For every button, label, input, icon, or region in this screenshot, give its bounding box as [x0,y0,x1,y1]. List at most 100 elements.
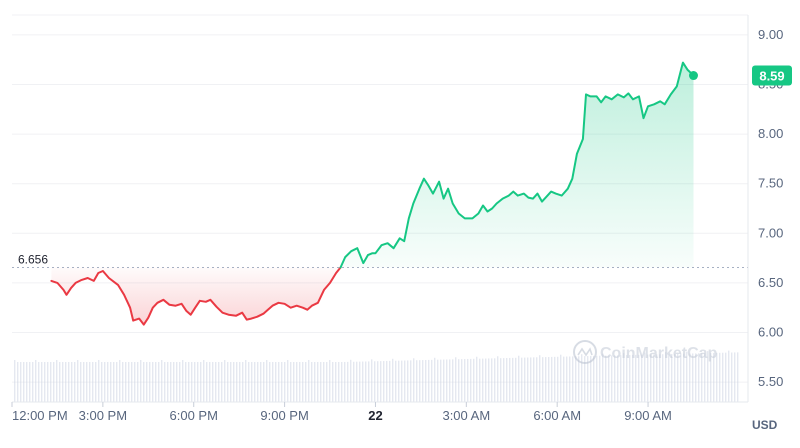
volume-bar [128,362,130,402]
current-price: 8.59 [688,65,792,86]
volume-bar [146,362,148,402]
volume-bar [665,352,667,402]
volume-bar [323,362,325,402]
volume-bar [131,362,133,402]
volume-bar [332,362,334,402]
current-price-badge [752,65,792,86]
volume-bar [77,360,79,402]
volume-bar [416,360,418,402]
y-tick-label: 5.50 [758,374,783,389]
volume-bar [581,354,583,402]
volume-bar [518,355,520,402]
volume-bar [515,357,517,402]
volume-bar [98,360,100,402]
volume-bar [179,362,181,402]
current-price-dot [688,71,698,81]
volume-bar [290,362,292,402]
price-area-fill [51,62,694,325]
volume-bar [557,356,559,402]
volume-bar [653,354,655,402]
volume-bar [164,362,166,402]
x-tick-label: 22 [368,408,382,423]
volume-bar [542,357,544,402]
volume-bar [176,362,178,402]
volume-bar [257,362,259,402]
y-tick-label: 7.00 [758,225,783,240]
volume-bar [281,362,283,402]
volume-bar [191,362,193,402]
volume-bar [35,360,37,402]
volume-bar [299,362,301,402]
volume-bar [473,358,475,402]
volume-bar [362,361,364,402]
volume-bar [725,352,727,402]
volume-bar [302,362,304,402]
volume-bar [197,362,199,402]
volume-bar [104,362,106,402]
volume-bar [14,360,16,402]
volume-bar [86,362,88,402]
x-tick-label: 12:00 PM [12,408,68,423]
volume-bar [326,362,328,402]
volume-bar [26,362,28,402]
volume-bar [317,362,319,402]
volume-bar [155,362,157,402]
volume-bar [602,353,604,402]
volume-bar [134,362,136,402]
volume-bar [287,360,289,402]
volume-bar [596,355,598,402]
volume-bar [587,356,589,402]
volume-bar [269,362,271,402]
volume-bar [74,362,76,402]
volume-bar [173,362,175,402]
volume-bar [662,354,664,402]
volume-bar [137,362,139,402]
y-tick-label: 7.50 [758,176,783,191]
volume-bar [569,356,571,402]
volume-bar [488,358,490,402]
volume-bar [410,360,412,402]
volume-bars [14,350,739,402]
volume-bar [524,357,526,402]
volume-bar [311,362,313,402]
volume-bar [143,362,145,402]
volume-bar [503,358,505,402]
volume-bar [512,357,514,402]
volume-bar [521,357,523,402]
volume-bar [449,359,451,402]
volume-bar [371,359,373,402]
volume-bar [479,358,481,402]
volume-bar [305,362,307,402]
volume-bar [527,357,529,402]
volume-bar [548,356,550,402]
baseline: 6.656 [12,252,748,268]
volume-bar [47,362,49,402]
volume-bar [140,360,142,402]
volume-bar [704,353,706,402]
volume-bar [692,353,694,402]
volume-bar [641,354,643,402]
y-axis: 5.506.006.507.007.508.008.509.00 [12,15,783,403]
volume-bar [20,362,22,402]
volume-bar [437,359,439,402]
volume-bar [659,354,661,402]
volume-bar [731,352,733,402]
volume-bar [698,353,700,402]
y-tick-label: 6.00 [758,325,783,340]
volume-bar [50,362,52,402]
volume-bar [62,362,64,402]
volume-bar [680,353,682,402]
volume-bar [413,358,415,402]
coinmarketcap-logo-mark [577,347,593,357]
volume-bar [719,352,721,402]
volume-bar [551,356,553,402]
volume-bar [476,356,478,402]
volume-bar [359,361,361,402]
volume-bar [92,362,94,402]
x-tick-label: 6:00 PM [170,408,218,423]
volume-bar [356,361,358,402]
volume-bar [644,352,646,402]
volume-bar [407,360,409,402]
volume-bar [668,354,670,402]
volume-bar [230,362,232,402]
